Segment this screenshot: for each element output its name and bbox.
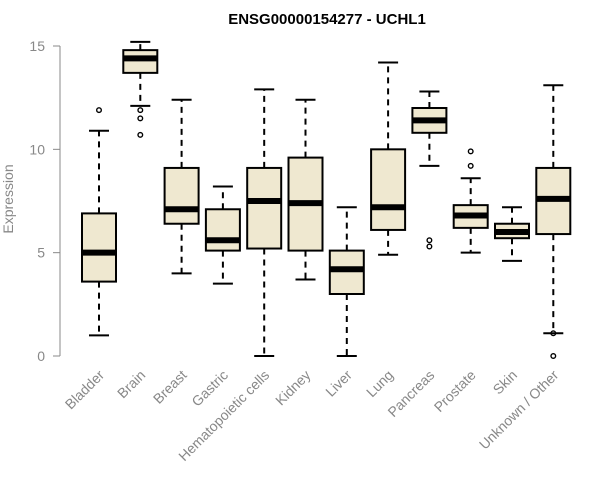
y-tick-label: 10 [29, 141, 45, 157]
box-gastric [204, 185, 241, 285]
box-unknown-other [535, 84, 572, 360]
x-tick-label: Lung [363, 367, 396, 400]
chart-title: ENSG00000154277 - UCHL1 [228, 11, 426, 28]
iqr-box [328, 249, 365, 296]
iqr-box [204, 208, 241, 252]
outlier-point [467, 148, 474, 155]
box-skin [494, 206, 530, 262]
x-tick-label: Liver [322, 367, 355, 400]
outlier-point [137, 107, 144, 114]
iqr-box [246, 166, 283, 250]
x-tick-label: Kidney [272, 367, 314, 409]
y-tick-label: 5 [37, 245, 45, 261]
y-tick-label: 15 [29, 38, 45, 54]
y-tick-label: 0 [37, 348, 45, 364]
outlier-point [467, 162, 474, 169]
box-pancreas [411, 90, 448, 250]
x-tick-label: Skin [490, 367, 521, 398]
x-tick-label: Bladder [62, 367, 108, 413]
box-brain [122, 40, 159, 138]
boxes-group [81, 40, 572, 360]
outlier-point [550, 330, 557, 337]
outlier-point [426, 237, 433, 244]
outlier-point [137, 131, 144, 138]
x-tick-label: Breast [150, 367, 190, 407]
iqr-box [163, 166, 200, 225]
y-ticks: 0 5 10 15 [29, 38, 60, 364]
box-prostate [452, 148, 489, 254]
iqr-box [81, 212, 117, 283]
iqr-box [122, 49, 159, 74]
x-tick-label: Prostate [431, 367, 479, 415]
box-breast [163, 98, 200, 275]
outlier-point [550, 353, 557, 360]
outlier-point [95, 107, 102, 114]
iqr-box [370, 148, 407, 231]
box-bladder [81, 107, 117, 337]
box-hematopoietic-cells [246, 88, 283, 357]
y-axis-label: Expression [0, 164, 16, 233]
outlier-point [137, 115, 144, 122]
box-lung [370, 61, 407, 256]
x-tick-label: Brain [114, 367, 148, 401]
box-kidney [287, 98, 324, 281]
box-liver [328, 206, 365, 357]
outlier-point [426, 243, 433, 250]
